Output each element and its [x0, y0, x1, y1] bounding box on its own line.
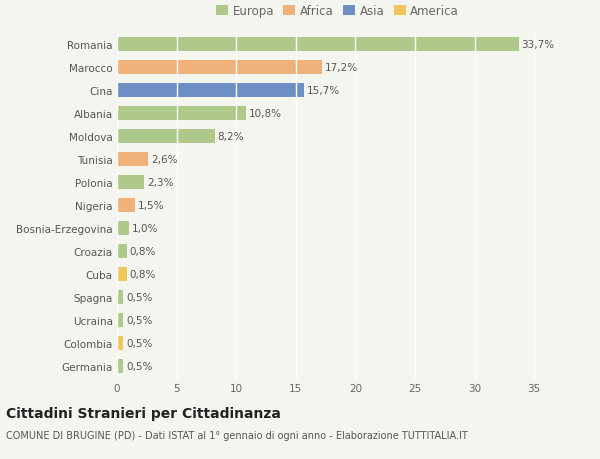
Text: 0,5%: 0,5%: [126, 338, 152, 348]
Bar: [117, 61, 322, 75]
Text: 2,6%: 2,6%: [151, 155, 178, 164]
Legend: Europa, Africa, Asia, America: Europa, Africa, Asia, America: [211, 0, 464, 23]
Bar: [117, 290, 123, 304]
Bar: [117, 359, 123, 373]
Bar: [117, 313, 123, 327]
Text: 10,8%: 10,8%: [249, 109, 282, 118]
Text: 33,7%: 33,7%: [521, 40, 555, 50]
Text: 0,5%: 0,5%: [126, 292, 152, 302]
Text: 0,8%: 0,8%: [130, 246, 156, 256]
Text: 17,2%: 17,2%: [325, 63, 358, 73]
Bar: [117, 336, 123, 350]
Text: 15,7%: 15,7%: [307, 86, 340, 95]
Bar: [117, 221, 129, 235]
Bar: [117, 84, 304, 98]
Text: 1,5%: 1,5%: [138, 201, 164, 210]
Bar: [117, 175, 145, 190]
Text: 0,5%: 0,5%: [126, 315, 152, 325]
Bar: [117, 267, 127, 281]
Text: 2,3%: 2,3%: [148, 178, 174, 187]
Text: COMUNE DI BRUGINE (PD) - Dati ISTAT al 1° gennaio di ogni anno - Elaborazione TU: COMUNE DI BRUGINE (PD) - Dati ISTAT al 1…: [6, 431, 468, 441]
Text: 1,0%: 1,0%: [132, 224, 158, 233]
Bar: [117, 198, 135, 213]
Bar: [117, 106, 246, 121]
Bar: [117, 129, 215, 144]
Text: 0,5%: 0,5%: [126, 361, 152, 371]
Text: Cittadini Stranieri per Cittadinanza: Cittadini Stranieri per Cittadinanza: [6, 406, 281, 420]
Bar: [117, 38, 518, 52]
Bar: [117, 152, 148, 167]
Text: 0,8%: 0,8%: [130, 269, 156, 279]
Bar: [117, 244, 127, 258]
Text: 8,2%: 8,2%: [218, 132, 244, 141]
